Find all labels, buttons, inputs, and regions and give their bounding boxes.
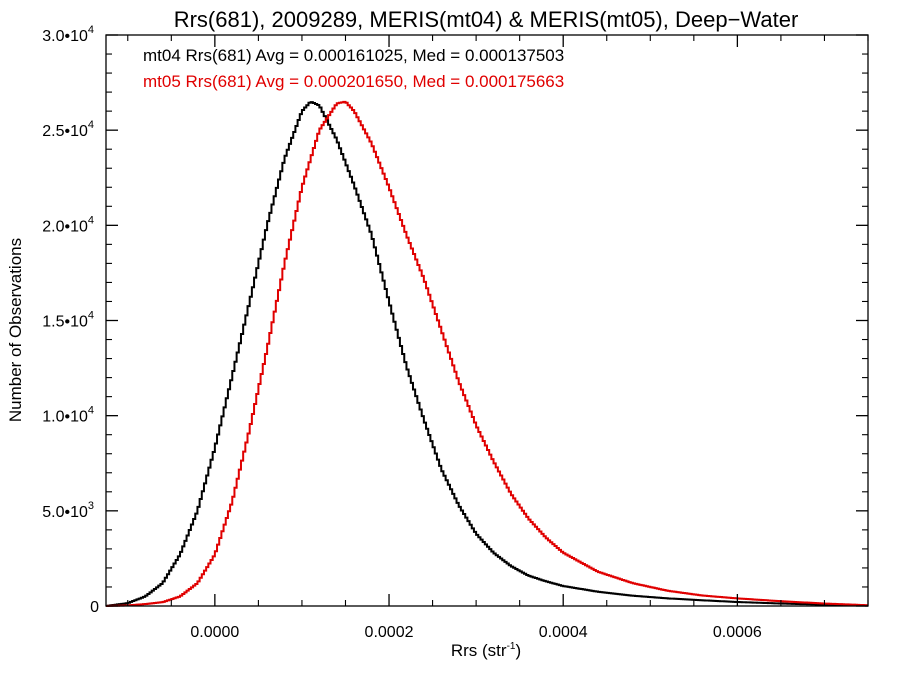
x-tick-label-3: 0.0006: [713, 624, 762, 641]
x-axis-label-superscript: -1: [507, 641, 516, 652]
series-2-histogram: [106, 100, 868, 607]
x-axis-label: Rrs (str-1): [451, 641, 521, 660]
y-tick-label-4: 2.0•104: [42, 214, 94, 235]
legend-entry-2: mt05 Rrs(681) Avg = 0.000201650, Med = 0…: [143, 72, 564, 91]
y-tick-label-0: 0: [90, 599, 99, 616]
y-tick-label-1: 5.0•103: [42, 500, 94, 521]
ticks-layer: 0.0000 0.0002 0.0004 0.0006 0 5.0•103 1.0•104 1…: [42, 24, 869, 641]
series-2-line: [106, 102, 868, 606]
series-1-line: [106, 102, 868, 606]
series-2-group: [106, 100, 868, 607]
y-tick-label-3: 1.5•104: [42, 310, 94, 331]
y-axis-label-group: Number of Observations: [6, 238, 25, 422]
x-tick-label-0: 0.0000: [190, 624, 239, 641]
y-tick-label-5: 2.5•104: [42, 119, 94, 140]
series-1-group: [106, 101, 868, 607]
series-1-histogram: [106, 101, 868, 607]
plot-frame: [105, 34, 869, 607]
legend-entry-1: mt04 Rrs(681) Avg = 0.000161025, Med = 0…: [143, 46, 564, 65]
y-tick-label-6: 3.0•104: [42, 24, 94, 45]
series-layer: [106, 100, 868, 607]
x-axis-label-main: Rrs (str: [451, 641, 507, 660]
x-tick-label-2: 0.0004: [539, 624, 588, 641]
y-tick-label-2: 1.0•104: [42, 405, 94, 426]
x-axis-label-end: ): [515, 641, 521, 660]
chart-title: Rrs(681), 2009289, MERIS(mt04) & MERIS(m…: [174, 7, 799, 32]
legend: mt04 Rrs(681) Avg = 0.000161025, Med = 0…: [143, 46, 564, 91]
y-axis-label: Number of Observations: [6, 238, 25, 422]
x-tick-label-1: 0.0002: [365, 624, 414, 641]
